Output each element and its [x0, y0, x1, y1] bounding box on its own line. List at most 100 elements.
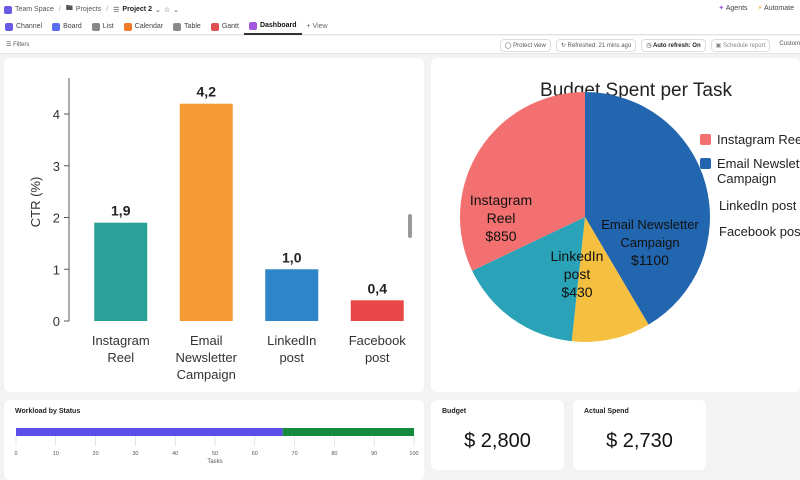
- refresh-icon: ↻: [560, 43, 566, 49]
- pie-slice-linkedin-post[interactable]: [472, 217, 585, 342]
- legend-item[interactable]: Instagram Reel: [700, 132, 800, 147]
- agents-icon: ✦: [718, 5, 725, 12]
- workload-xlabel: Tasks: [207, 459, 222, 465]
- agents-button[interactable]: ✦ Agents: [718, 4, 747, 12]
- tab-board[interactable]: Board: [47, 19, 87, 35]
- x-category-label: Facebook: [349, 333, 407, 348]
- bar-linkedin-post[interactable]: [265, 269, 319, 321]
- tab-dashboard[interactable]: Dashboard: [243, 19, 302, 35]
- calendar-icon: [123, 22, 132, 31]
- bar-instagram-reel[interactable]: [94, 222, 148, 321]
- workload-segment[interactable]: [16, 428, 283, 436]
- tab-label: Gantt: [221, 23, 239, 30]
- y-tick-label: 4: [53, 107, 60, 122]
- legend-label-line: Facebook post: [719, 224, 800, 239]
- pie-slice-email-newsletter-campaign[interactable]: [585, 92, 710, 325]
- pie-slice-instagram-reel[interactable]: [460, 92, 585, 271]
- pie-slice-label: Campaign: [620, 235, 679, 250]
- tab-calendar[interactable]: Calendar: [119, 19, 168, 35]
- y-tick-label: 3: [53, 159, 60, 174]
- y-axis-label: CTR (%): [28, 177, 43, 228]
- tab-gantt[interactable]: Gantt: [206, 19, 244, 35]
- legend-label: LinkedIn post: [719, 198, 796, 213]
- folder-icon: 🖿: [65, 5, 73, 12]
- tab-label: Channel: [16, 23, 43, 30]
- x-category-label: Campaign: [177, 367, 236, 382]
- channel-icon: [5, 22, 13, 31]
- pie-slice-label: $430: [561, 284, 592, 300]
- shield-icon: ◯: [504, 43, 512, 49]
- refresh-button[interactable]: ↻ Refreshed: 21 mins ago: [555, 39, 637, 52]
- chevron-down-icon[interactable]: ⌄: [154, 6, 161, 14]
- schedule-report-label: Schedule report: [722, 43, 766, 49]
- x-category-label: Reel: [107, 350, 134, 365]
- schedule-report-button[interactable]: ▣ Schedule report: [710, 39, 771, 52]
- pie-slice-label: $1100: [631, 252, 669, 268]
- tab-channel[interactable]: Channel: [0, 19, 47, 35]
- gantt-icon: [210, 22, 219, 31]
- pie-slice-facebook-post[interactable]: [571, 217, 649, 342]
- x-category-label: Email: [190, 333, 223, 348]
- actual-spend-value: $ 2,730: [606, 430, 673, 452]
- calendar-icon: ▣: [715, 43, 722, 49]
- dashboard-icon: [248, 21, 257, 30]
- scrollbar-handle[interactable]: [408, 214, 412, 238]
- bar-email-newsletter-campaign[interactable]: [179, 103, 233, 321]
- tab-label: Calendar: [134, 23, 164, 30]
- pie-slice-label: LinkedIn: [551, 248, 604, 264]
- auto-refresh-button[interactable]: ◷ Auto refresh: On: [641, 39, 706, 52]
- y-tick-label: 2: [53, 211, 60, 226]
- lightning-icon: ⚡: [757, 5, 763, 12]
- workload-tick-label: 20: [93, 451, 99, 457]
- workload-bar-chart: Tasks 0 10 20 30 40 50 60 70 80 90 100: [14, 428, 419, 465]
- bar-value-label: 1,0: [282, 249, 302, 265]
- tab-label: Dashboard: [259, 22, 297, 29]
- filters-button[interactable]: ☰ Filters: [6, 41, 29, 48]
- chevron-down-icon[interactable]: ⌄: [173, 6, 180, 14]
- legend-label: Facebook post: [719, 224, 800, 239]
- protect-view-label: Protect view: [513, 43, 546, 49]
- board-icon: [52, 22, 61, 31]
- budget-value: $ 2,800: [464, 430, 531, 452]
- workload-tick-label: 40: [172, 451, 178, 457]
- auto-refresh-label: Auto refresh: On: [652, 43, 701, 49]
- protect-view-button[interactable]: ◯ Protect view: [499, 39, 551, 52]
- clock-icon: ◷: [646, 43, 652, 49]
- workload-tick-label: 10: [53, 451, 59, 457]
- workload-tick-label: 80: [331, 451, 337, 457]
- workload-tick-label: 50: [212, 451, 218, 457]
- tab-table[interactable]: Table: [168, 19, 206, 35]
- star-icon[interactable]: ☆: [163, 6, 171, 14]
- table-icon: [173, 22, 182, 31]
- breadcrumb-folder[interactable]: Projects: [75, 6, 102, 13]
- tab-label: List: [102, 23, 114, 30]
- pie-slice-label: $850: [485, 228, 516, 244]
- legend-label: Instagram Reel: [717, 132, 800, 147]
- legend-item[interactable]: LinkedIn post: [719, 198, 796, 213]
- customize-button[interactable]: Custom: [775, 39, 800, 52]
- pie-slice-label: Instagram: [470, 192, 532, 208]
- breadcrumb-project[interactable]: Project 2: [122, 6, 152, 13]
- add-view-button[interactable]: + View: [306, 23, 328, 30]
- y-tick-label: 1: [53, 262, 60, 277]
- top-bar: Team Space / 🖿 Projects / ☰ Project 2 ⌄ …: [0, 0, 800, 19]
- tab-list[interactable]: List: [87, 19, 119, 35]
- actual-spend-title: Actual Spend: [584, 408, 629, 415]
- legend-item[interactable]: Facebook post: [719, 224, 800, 239]
- workload-tick-label: 70: [292, 451, 298, 457]
- budget-pie-chart: Budget Spent per Task Email NewsletterCa…: [460, 80, 732, 342]
- breadcrumb-space[interactable]: Team Space: [15, 6, 54, 13]
- bar-facebook-post[interactable]: [350, 300, 404, 321]
- budget-card: Budget $ 2,800: [431, 400, 564, 470]
- automate-button[interactable]: ⚡ Automate: [758, 4, 794, 12]
- list-icon: [91, 22, 100, 31]
- workload-segment[interactable]: [282, 428, 414, 436]
- y-tick-label: 0: [53, 314, 60, 329]
- workload-tick-label: 30: [132, 451, 138, 457]
- tab-label: Board: [63, 23, 82, 30]
- x-category-label: Newsletter: [176, 350, 238, 365]
- x-category-label: post: [279, 350, 304, 365]
- workload-tick-label: 90: [371, 451, 377, 457]
